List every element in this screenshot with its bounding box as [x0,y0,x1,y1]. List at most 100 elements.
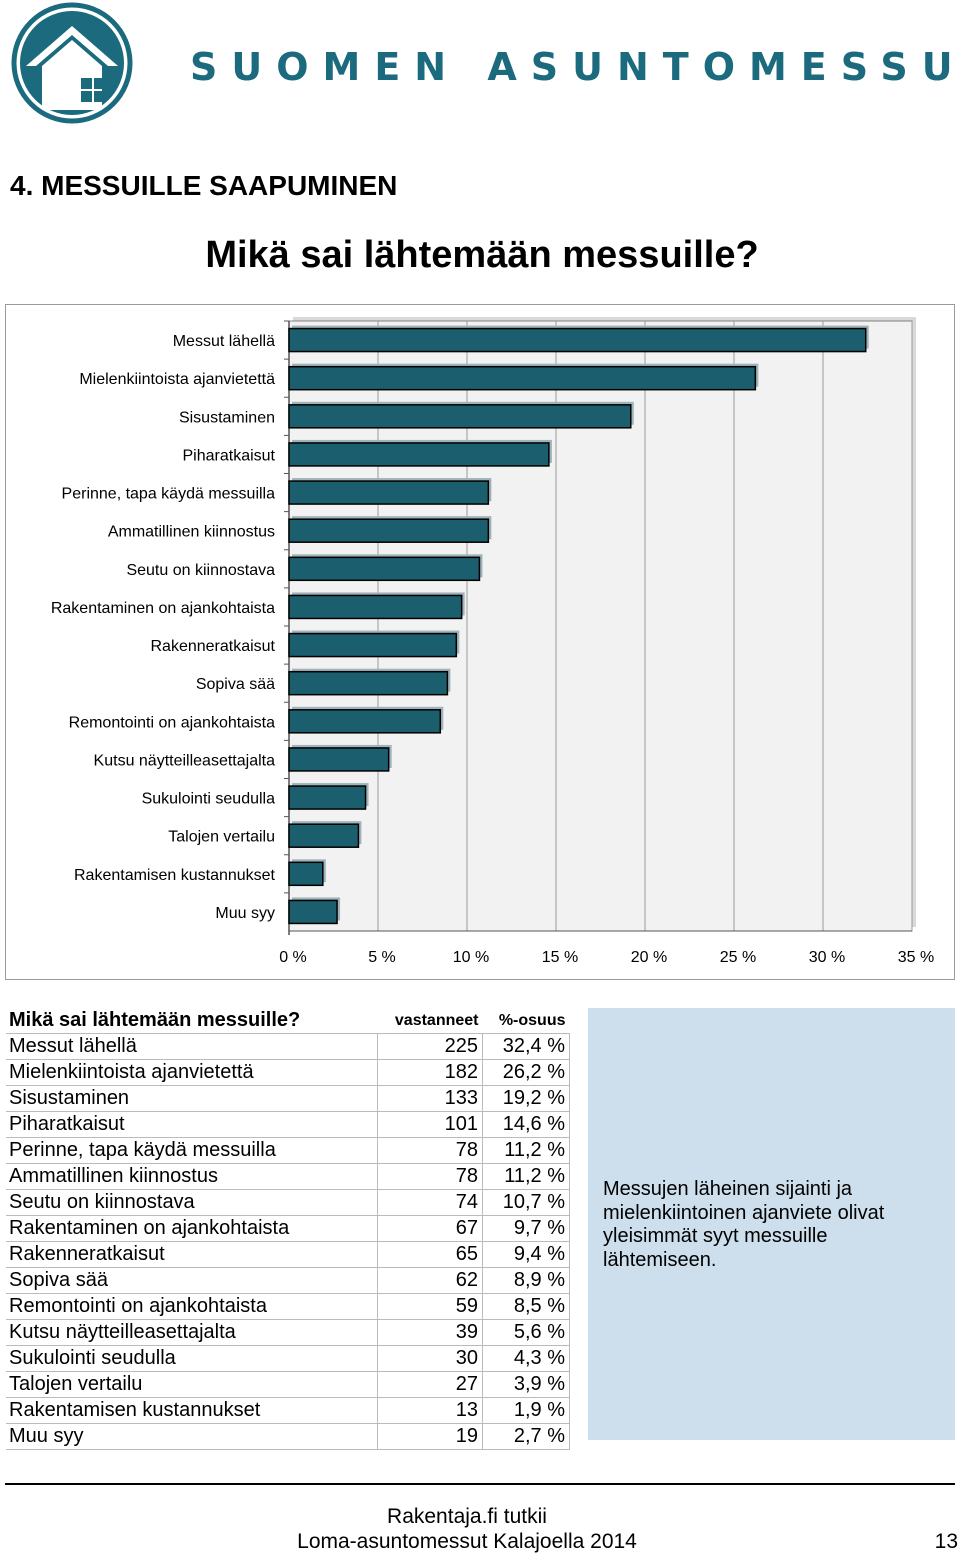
row-share: 11,2 % [482,1163,570,1190]
row-count: 13 [377,1397,483,1424]
table-row: Rakentaminen on ajankohtaista 67 9,7 % [6,1215,570,1242]
table-row: Kutsu näytteilleasettajalta 39 5,6 % [6,1319,570,1346]
chart-title-text: Mikä sai lähtemään messuille? [205,234,759,276]
table-row: Piharatkaisut 101 14,6 % [6,1111,570,1138]
summary-note: Messujen läheinen sijainti ja mielenkiin… [588,1008,955,1440]
row-label: Talojen vertailu [6,1371,378,1398]
y-tick-label: Mielenkiintoista ajanvietettä [79,371,275,388]
row-label: Remontointi on ajankohtaista [6,1293,378,1320]
y-tick-label: Muu syy [215,905,275,922]
row-share: 4,3 % [482,1345,570,1372]
bar-chart: Messut lähellä Mielenkiintoista ajanviete… [5,304,955,980]
row-count: 67 [377,1215,483,1242]
x-tick-label: 35 % [898,949,934,966]
bar [288,747,390,772]
table-header-row: Mikä sai lähtemään messuille? vastanneet… [6,1008,570,1034]
x-tick-label: 15 % [542,949,578,966]
x-tick-label: 5 % [368,949,396,966]
y-tick-label: Perinne, tapa käydä messuilla [62,486,276,503]
footer-line-1: Rakentaja.fi tutkii [387,1505,547,1528]
y-tick-label: Sisustaminen [179,409,275,426]
row-count: 19 [377,1423,483,1450]
row-share: 8,9 % [482,1267,570,1294]
bar [288,442,550,467]
x-tick-label: 0 % [279,949,307,966]
bar [288,327,867,353]
y-tick-label: Kutsu näytteilleasettajalta [94,752,276,769]
bar-chart-svg: Messut lähellä Mielenkiintoista ajanviete… [51,317,934,966]
bar [288,861,324,887]
row-label: Muu syy [6,1423,378,1450]
row-count: 27 [377,1371,483,1398]
y-tick-label: Talojen vertailu [168,829,275,846]
bar [288,556,481,582]
row-count: 65 [377,1241,483,1268]
table-title: Mikä sai lähtemään messuille? [9,1009,301,1031]
bar [288,709,442,734]
bar [288,404,632,429]
bar [288,899,338,925]
row-count: 30 [377,1345,483,1372]
row-label: Ammatillinen kiinnostus [6,1163,378,1190]
y-tick-label: Sopiva sää [196,676,275,693]
row-count: 182 [377,1059,483,1086]
row-label: Rakentaminen on ajankohtaista [6,1215,378,1242]
row-count: 59 [377,1293,483,1320]
y-tick-label: Piharatkaisut [183,447,276,464]
table-row: Talojen vertailu 27 3,9 % [6,1371,570,1398]
row-count: 74 [377,1189,483,1216]
column-header-share: %-osuus [498,1012,566,1029]
row-share: 32,4 % [482,1033,570,1060]
row-label: Rakentamisen kustannukset [6,1397,378,1424]
row-count: 225 [377,1033,483,1060]
bar [288,823,360,848]
summary-note-text: Messujen läheinen sijainti ja mielenkiin… [603,1178,885,1271]
row-share: 10,7 % [482,1189,570,1216]
row-label: Sisustaminen [6,1085,378,1112]
row-label: Seutu on kiinnostava [6,1189,378,1216]
bar [288,518,490,543]
table-row: Rakenneratkaisut 65 9,4 % [6,1241,570,1268]
row-share: 9,4 % [482,1241,570,1268]
row-count: 78 [377,1137,483,1164]
table-row: Seutu on kiinnostava 74 10,7 % [6,1189,570,1216]
x-tick-label: 25 % [720,949,756,966]
row-share: 11,2 % [482,1137,570,1164]
row-share: 1,9 % [482,1397,570,1424]
page-number: 13 [934,1530,958,1553]
row-share: 19,2 % [482,1085,570,1112]
row-label: Kutsu näytteilleasettajalta [6,1319,378,1346]
table-row: Perinne, tapa käydä messuilla 78 11,2 % [6,1137,570,1164]
table-row: Mielenkiintoista ajanvietettä 182 26,2 % [6,1059,570,1086]
row-label: Mielenkiintoista ajanvietettä [6,1059,378,1086]
row-share: 9,7 % [482,1215,570,1242]
row-share: 3,9 % [482,1371,570,1398]
row-count: 101 [377,1111,483,1138]
table-row: Rakentamisen kustannukset 13 1,9 % [6,1397,570,1424]
row-label: Perinne, tapa käydä messuilla [6,1137,378,1164]
table-row: Remontointi on ajankohtaista 59 8,5 % [6,1293,570,1320]
x-tick-label: 10 % [453,949,489,966]
x-tick-label: 30 % [809,949,845,966]
footer-divider [5,1483,955,1485]
y-tick-label: Seutu on kiinnostava [126,562,275,579]
y-tick-label: Remontointi on ajankohtaista [69,714,275,731]
table-body: Messut lähellä 225 32,4 % Mielenkiintoista … [6,1033,570,1450]
y-tick-label: Sukulointi seudulla [142,791,276,808]
row-count: 133 [377,1085,483,1112]
y-tick-label: Messut lähellä [173,333,275,350]
row-count: 78 [377,1163,483,1190]
bar [288,594,463,620]
row-share: 8,5 % [482,1293,570,1320]
bar [288,632,458,658]
y-tick-label: Rakentamisen kustannukset [74,867,276,884]
column-header-count: vastanneet [394,1012,479,1029]
row-label: Rakenneratkaisut [6,1241,378,1268]
row-label: Sopiva sää [6,1267,378,1294]
table-row: Muu syy 19 2,7 % [6,1423,570,1450]
table-row: Messut lähellä 225 32,4 % [6,1033,570,1060]
table-row: Sisustaminen 133 19,2 % [6,1085,570,1112]
row-share: 14,6 % [482,1111,570,1138]
table-row: Ammatillinen kiinnostus 78 11,2 % [6,1163,570,1190]
bar [288,670,449,696]
